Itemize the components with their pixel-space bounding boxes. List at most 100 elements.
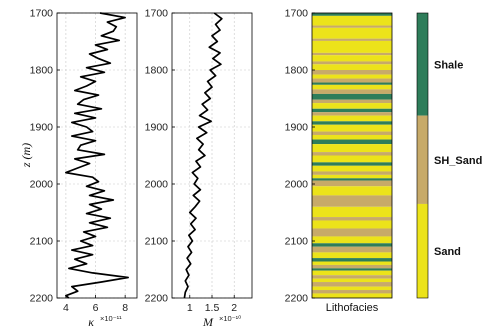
p2-ytick-label: 2200 xyxy=(145,293,169,305)
lithofacies-layer xyxy=(312,186,392,196)
facies-colorbar: Shale SH_Sand Sand xyxy=(416,12,482,299)
lithofacies-layer xyxy=(312,89,392,94)
p1-xtick-label: 4 xyxy=(63,302,69,314)
kappa-x-ticks: 4 6 8 xyxy=(63,295,128,314)
lithofacies-layer xyxy=(312,275,392,279)
lithofacies-layer xyxy=(312,78,392,83)
m-series-line xyxy=(183,12,223,299)
lithofacies-layer xyxy=(312,217,392,221)
lithofacies-ytick-label: 2200 xyxy=(285,293,309,305)
p2-xtick-label: 1 xyxy=(187,302,193,314)
lithofacies-layer xyxy=(312,286,392,291)
m-grid xyxy=(172,12,252,299)
lithofacies-layer xyxy=(312,115,392,122)
kappa-axis-multiplier: ×10⁻¹¹ xyxy=(100,314,122,323)
colorbar-segment xyxy=(417,115,428,204)
lithofacies-layer xyxy=(312,70,392,75)
p1-ytick-label: 2000 xyxy=(30,179,54,191)
kappa-axes-frame xyxy=(56,12,138,299)
lithofacies-ytick-label: 2000 xyxy=(285,179,309,191)
m-axes-frame xyxy=(171,12,253,299)
lithofacies-layer xyxy=(312,282,392,287)
lithofacies-layer xyxy=(312,121,392,125)
kappa-panel: 1700 1800 1900 2000 2100 2200 4 6 8 z (m) κ ×10… xyxy=(19,8,138,329)
p2-ytick-label: 2100 xyxy=(145,236,169,248)
lithofacies-layer xyxy=(312,25,392,28)
lithofacies-ytick-label: 1800 xyxy=(285,65,309,77)
lithofacies-layer xyxy=(312,243,392,247)
lithofacies-layer xyxy=(312,155,392,163)
lithofacies-layer xyxy=(312,171,392,175)
lithofacies-layer xyxy=(312,278,392,283)
p2-xtick-label: 1.5 xyxy=(205,302,220,314)
lithofacies-layer xyxy=(312,195,392,207)
lithofacies-layer xyxy=(312,268,392,271)
p1-ytick-label: 1800 xyxy=(30,65,54,77)
lithofacies-layer xyxy=(312,246,392,253)
lithofacies-layer xyxy=(312,52,392,56)
lithofacies-axis-label: Lithofacies xyxy=(326,302,379,314)
lithofacies-layer xyxy=(312,165,392,172)
lithofacies-layer xyxy=(312,290,392,294)
p2-ytick-label: 2000 xyxy=(145,179,169,191)
lithofacies-layer xyxy=(312,152,392,156)
lithofacies-layer xyxy=(312,162,392,166)
lithofacies-layer xyxy=(312,228,392,237)
lithofacies-layer xyxy=(312,93,392,100)
kappa-y-ticks: 1700 1800 1900 2000 2100 2200 xyxy=(30,8,60,305)
lithofacies-layer xyxy=(312,258,392,262)
lithofacies-panel: 1700 1800 1900 2000 2100 2200 Lithofacies xyxy=(285,8,393,314)
p1-ytick-label: 2100 xyxy=(30,236,54,248)
lithofacies-layer xyxy=(312,99,392,104)
lithofacies-layer xyxy=(312,61,392,65)
lithofacies-layer xyxy=(312,236,392,244)
lithofacies-layer xyxy=(312,131,392,135)
p1-xtick-label: 6 xyxy=(93,302,99,314)
p2-ytick-label: 1700 xyxy=(145,8,169,20)
lithofacies-layer xyxy=(312,55,392,62)
lithofacies-layer xyxy=(312,264,392,269)
m-axis-multiplier: ×10⁻¹⁰ xyxy=(219,314,241,323)
lithofacies-layer xyxy=(312,103,392,109)
p1-ytick-label: 2200 xyxy=(30,293,54,305)
kappa-series-line xyxy=(65,12,129,299)
colorbar-label: Sand xyxy=(434,246,461,258)
lithofacies-layer xyxy=(312,108,392,113)
lithofacies-layers xyxy=(312,13,392,298)
lithofacies-layer xyxy=(312,134,392,140)
p2-xtick-label: 2 xyxy=(231,302,237,314)
lithofacies-layer xyxy=(312,144,392,153)
colorbar-segment xyxy=(417,203,428,298)
lithofacies-axes-frame xyxy=(311,12,393,299)
lithofacies-layer xyxy=(312,180,392,187)
lithofacies-layer xyxy=(312,178,392,181)
lithofacies-layer xyxy=(312,112,392,116)
p2-ytick-label: 1900 xyxy=(145,122,169,134)
lithofacies-layer xyxy=(312,270,392,276)
colorbar-segment xyxy=(417,13,428,116)
lithofacies-layer xyxy=(312,220,392,229)
m-x-ticks: 1 1.5 2 xyxy=(187,295,237,314)
lithofacies-ytick-label: 1900 xyxy=(285,122,309,134)
colorbar-label: Shale xyxy=(434,59,463,71)
lithofacies-layer xyxy=(312,74,392,79)
p1-ytick-label: 1900 xyxy=(30,122,54,134)
p1-ytick-label: 1700 xyxy=(30,8,54,20)
lithofacies-ytick-label: 1700 xyxy=(285,8,309,20)
lithofacies-ytick-label: 2100 xyxy=(285,236,309,248)
depth-axis-label: z (m) xyxy=(19,143,33,168)
kappa-axis-symbol: κ xyxy=(88,315,94,329)
lithofacies-layer xyxy=(312,40,392,53)
lithofacies-layer xyxy=(312,261,392,265)
colorbar-frame xyxy=(416,12,429,299)
lithofacies-layer xyxy=(312,139,392,145)
lithofacies-layer xyxy=(312,38,392,41)
lithofacies-layer xyxy=(312,27,392,39)
lithofacies-layer xyxy=(312,64,392,70)
lithofacies-layer xyxy=(312,84,392,90)
p2-ytick-label: 1800 xyxy=(145,65,169,77)
lithofacies-layer xyxy=(312,206,392,218)
lithofacies-layer xyxy=(312,293,392,298)
